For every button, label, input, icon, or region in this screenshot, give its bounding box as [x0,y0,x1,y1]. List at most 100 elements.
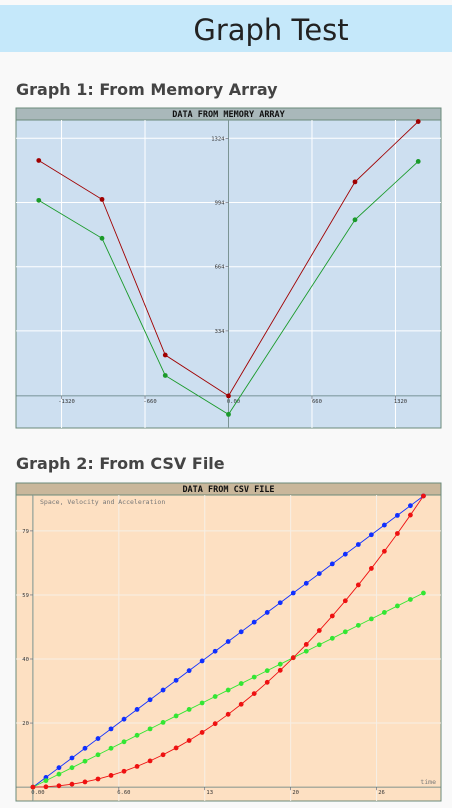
data-point [160,687,166,693]
data-point [147,697,153,703]
data-point [82,758,88,764]
data-point [99,235,105,241]
x-axis-label: time [420,778,436,786]
data-point [394,531,400,536]
data-point [329,613,335,619]
y-tick-label: 20 [22,721,29,727]
x-tick-label: 26 [378,790,385,796]
data-point [147,726,153,732]
data-point [160,719,166,725]
data-point [342,551,348,557]
data-point [303,580,309,586]
x-tick-label: 13 [206,790,213,796]
data-point [408,512,413,518]
data-point [316,642,322,648]
data-point [264,610,270,615]
x-tick-label: 1320 [394,399,407,405]
data-point [277,661,283,667]
x-tick-label: 0.00 [31,790,44,796]
data-point [303,648,309,654]
data-point [421,493,426,499]
x-tick-label: 660 [312,399,322,405]
plot-title: DATA FROM MEMORY ARRAY [172,110,285,120]
page-title: Graph Test [193,13,348,47]
data-point [162,373,168,378]
data-point [408,597,413,602]
data-point [381,610,387,615]
data-point [121,739,127,745]
data-point [277,667,283,673]
data-point [226,411,231,417]
data-point [212,648,218,654]
data-point [303,642,309,647]
data-point [381,548,387,554]
data-point [225,639,231,644]
data-point [82,779,88,785]
data-point [95,752,101,758]
data-point [342,598,348,604]
plot-title-bar [15,482,442,496]
data-point [329,561,335,567]
data-point [108,745,114,751]
plot-title: DATA FROM CSV FILE [182,485,274,495]
data-point [173,745,179,751]
data-point [82,745,88,751]
data-point [352,179,358,185]
y-tick-label: 1324 [211,136,225,142]
data-point [186,738,192,743]
data-point [36,158,42,163]
data-point [162,352,168,358]
data-point [199,700,205,706]
data-point [226,393,231,399]
data-point [368,616,374,622]
data-point [56,765,62,771]
data-point [290,590,296,596]
data-point [134,732,140,738]
data-point [56,783,62,789]
data-point [421,590,426,596]
data-point [415,159,421,164]
data-point [173,713,179,719]
plot-subtitle: Space, Velocity and Acceleration [40,498,165,506]
data-point [30,784,36,790]
data-point [199,730,205,735]
data-point [99,196,105,202]
data-point [134,707,140,712]
data-point [290,655,296,661]
data-point [352,217,358,223]
data-point [415,119,421,124]
data-point [329,635,335,641]
data-point [264,668,270,674]
y-tick-label: 59 [22,593,29,599]
data-point [186,668,192,674]
data-point [56,771,62,777]
y-tick-label: 79 [22,529,29,535]
data-point [43,784,49,790]
data-point [69,765,75,771]
data-point [251,619,257,625]
data-point [355,622,361,628]
data-point [108,726,114,732]
data-point [225,687,231,693]
data-point [43,778,49,784]
x-tick-label: 0.00 [227,399,240,405]
data-point [277,600,283,606]
data-point [394,512,400,518]
data-point [238,681,244,686]
data-point [225,711,231,717]
y-tick-label: 664 [215,265,226,271]
x-tick-label: 6.60 [117,790,130,796]
section-heading: Graph 1: From Memory Array [16,80,278,99]
data-point [95,736,101,741]
y-tick-label: 994 [215,200,226,206]
section-heading: Graph 2: From CSV File [16,454,225,473]
x-tick-label: 20 [292,790,299,796]
data-point [36,197,42,203]
data-point [69,781,75,787]
data-point [251,674,257,680]
data-point [121,716,127,722]
data-point [394,603,400,609]
data-point [238,629,244,635]
